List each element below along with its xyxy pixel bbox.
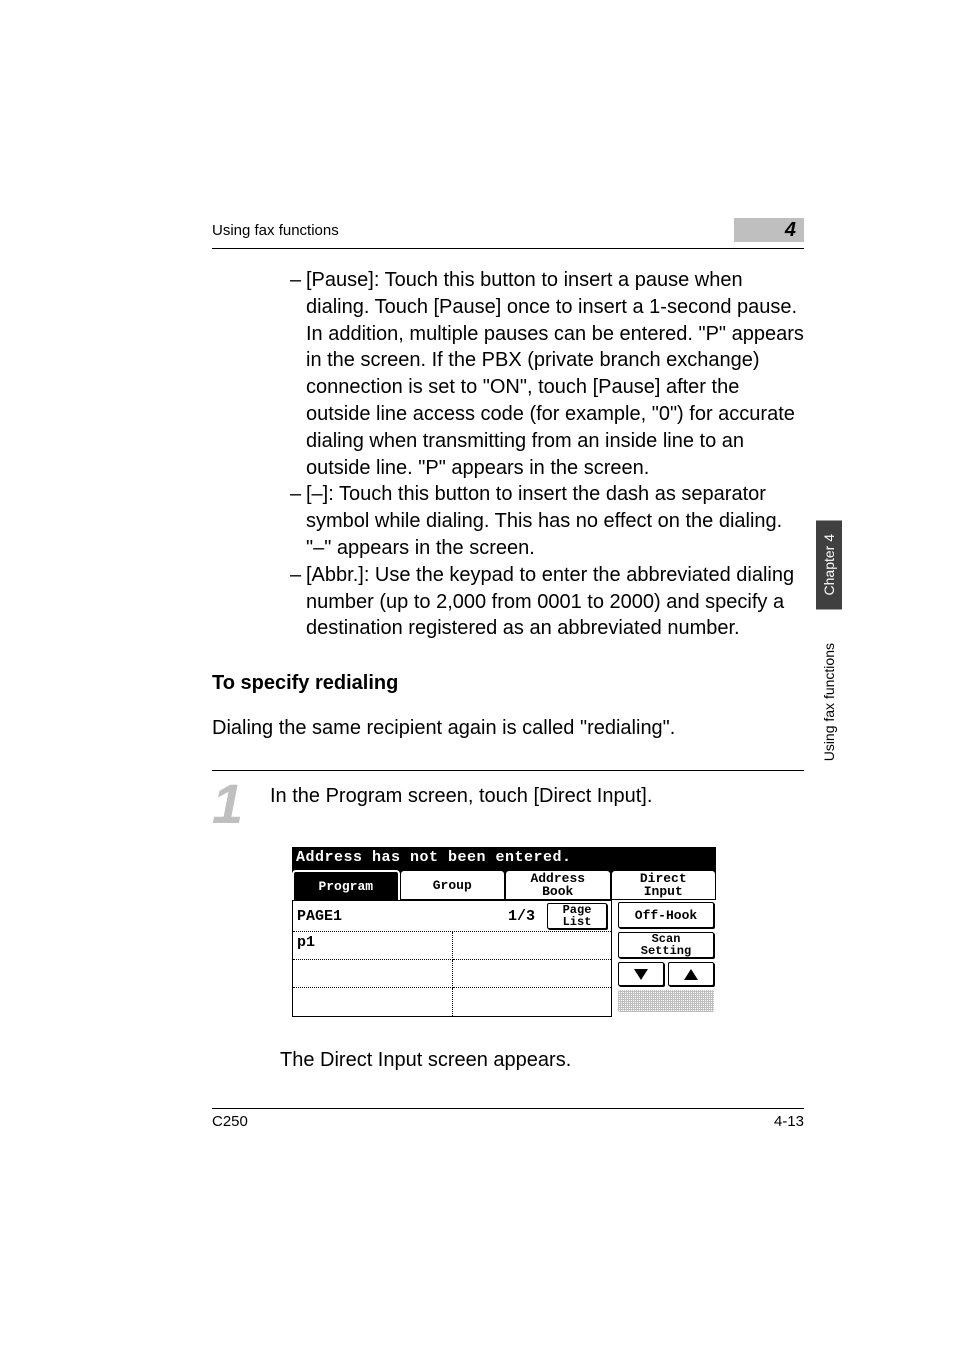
program-cell[interactable] [453, 988, 612, 1016]
scan-setting-button[interactable]: Scan Setting [618, 932, 714, 958]
bullet-dash: – [290, 267, 306, 481]
status-bar: Address has not been entered. [292, 847, 716, 870]
arrow-up-icon [684, 969, 698, 980]
page-label: PAGE1 [297, 908, 485, 925]
side-tab-chapter: Chapter 4 [816, 520, 842, 609]
page-list-l2: List [548, 916, 606, 928]
scroll-down-button[interactable] [618, 962, 664, 986]
bullet-dash: – [290, 481, 306, 561]
side-buttons-pane: Off-Hook Scan Setting [612, 900, 716, 1017]
page-list-button[interactable]: Page List [547, 903, 607, 929]
bullet-text: [–]: Touch this button to insert the das… [306, 481, 804, 561]
off-hook-button[interactable]: Off-Hook [618, 902, 714, 928]
program-cell[interactable] [453, 960, 612, 988]
bullet-text: [Abbr.]: Use the keypad to enter the abb… [306, 562, 804, 642]
program-cell[interactable] [293, 988, 453, 1016]
bullet-dash: – [290, 562, 306, 642]
step-divider [212, 770, 804, 771]
tabs-row: Program Group Address Book Direct Input [292, 870, 716, 900]
tab-address-book[interactable]: Address Book [505, 870, 611, 900]
step-result-text: The Direct Input screen appears. [280, 1049, 804, 1072]
tab-direct-input[interactable]: Direct Input [611, 870, 717, 900]
program-screen-figure: Address has not been entered. Program Gr… [292, 847, 716, 1017]
tab-address-book-l2: Book [542, 884, 573, 899]
arrow-down-icon [634, 969, 648, 980]
footer-model: C250 [212, 1113, 248, 1130]
tab-direct-l2: Input [644, 884, 683, 899]
program-list-pane: PAGE1 1/3 Page List p1 [292, 900, 612, 1017]
disabled-slot [618, 990, 714, 1012]
paragraph-redialing: Dialing the same recipient again is call… [212, 715, 804, 742]
bullet-text: [Pause]: Touch this button to insert a p… [306, 267, 804, 481]
scroll-up-button[interactable] [668, 962, 714, 986]
tab-program[interactable]: Program [292, 870, 400, 900]
scan-setting-l2: Setting [641, 945, 691, 958]
footer-page-number: 4-13 [774, 1113, 804, 1130]
program-cell[interactable]: p1 [293, 932, 453, 960]
header-section-title: Using fax functions [212, 222, 339, 239]
step-number: 1 [212, 779, 270, 829]
step-instruction: In the Program screen, touch [Direct Inp… [270, 783, 804, 810]
chapter-number-box: 4 [734, 218, 804, 242]
footer-divider [212, 1108, 804, 1109]
subheading-redialing: To specify redialing [212, 672, 804, 695]
program-cell[interactable] [453, 932, 612, 960]
page-fraction: 1/3 [485, 908, 539, 925]
header-divider [212, 248, 804, 249]
program-cell[interactable] [293, 960, 453, 988]
tab-group[interactable]: Group [400, 870, 506, 900]
side-tab-section: Using fax functions [816, 629, 842, 775]
